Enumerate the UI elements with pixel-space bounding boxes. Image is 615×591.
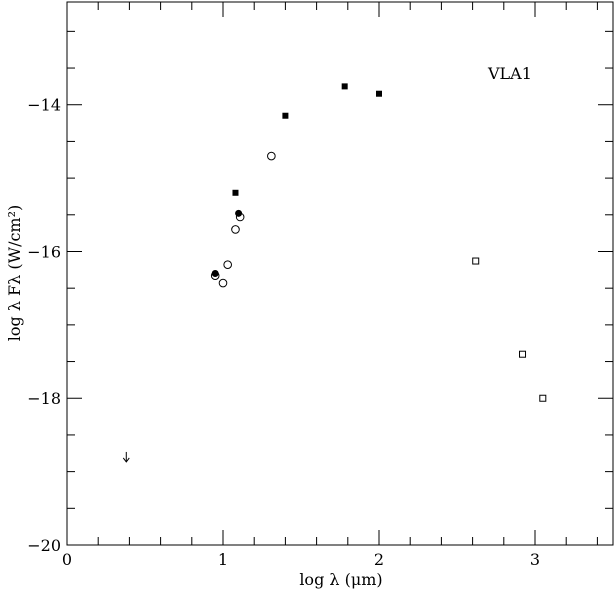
- open-square-point: [472, 257, 480, 265]
- filled-circle-point: [211, 270, 219, 277]
- open-circle-point: [223, 260, 232, 269]
- plot-frame: [66, 1, 614, 546]
- open-square-point: [539, 394, 547, 402]
- y-tick-label: −14: [27, 96, 61, 115]
- labels: VLA1 log λ (μm) log λ Fλ (W/cm²) 0 1 2 3 −20…: [5, 64, 540, 589]
- open-circle-point: [218, 278, 228, 288]
- x-axis-label: log λ (μm): [299, 570, 382, 589]
- data-points: [122, 83, 547, 463]
- filled-square-point: [282, 112, 289, 119]
- open-circle-point: [231, 225, 240, 234]
- x-tick-label: 0: [62, 550, 72, 569]
- y-tick-label: −16: [27, 242, 61, 261]
- upper-limit-arrow-head: [122, 457, 130, 463]
- filled-square-point: [232, 189, 239, 196]
- open-circle-point: [235, 212, 245, 222]
- annotation-vla1: VLA1: [487, 64, 532, 83]
- filled-square-point: [341, 83, 348, 90]
- x-tick-label: 2: [374, 550, 384, 569]
- filled-square-point: [376, 90, 382, 97]
- x-tick-label: 3: [530, 550, 540, 569]
- y-axis-label: log λ Fλ (W/cm²): [5, 205, 24, 342]
- open-square-point: [519, 350, 527, 358]
- y-tick-label: −18: [27, 389, 61, 408]
- ticks: [66, 2, 613, 546]
- x-tick-label: 1: [218, 550, 228, 569]
- open-circle-point: [210, 271, 220, 281]
- open-circle-point: [267, 151, 276, 161]
- y-tick-label: −20: [27, 536, 61, 555]
- axes: [66, 1, 614, 546]
